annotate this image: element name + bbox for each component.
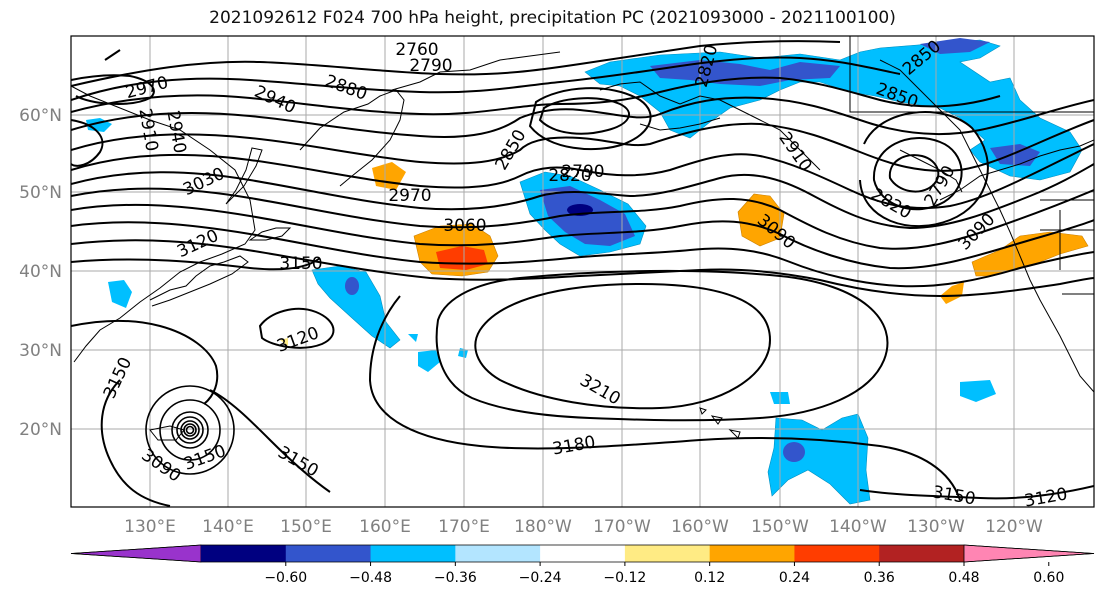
colorbar-tick-label: −0.24 bbox=[519, 570, 562, 586]
colorbar-segment bbox=[370, 545, 456, 562]
lon-label: 150°E bbox=[280, 517, 332, 537]
lat-label: 60°N bbox=[19, 106, 62, 126]
lon-label: 130°E bbox=[124, 517, 176, 537]
colorbar-segment bbox=[285, 545, 372, 562]
colorbar-tick-label: −0.12 bbox=[603, 570, 646, 586]
colorbar-tick-label: 0.24 bbox=[779, 570, 810, 586]
precip-small-sw bbox=[770, 380, 996, 404]
lon-label: 160°E bbox=[359, 517, 411, 537]
colorbar-tick-label: −0.48 bbox=[349, 570, 392, 586]
colorbar-segment bbox=[794, 545, 880, 562]
lon-label: 140°W bbox=[829, 517, 887, 537]
contour-label: 3060 bbox=[443, 216, 486, 236]
precip-orange-d bbox=[940, 282, 964, 304]
colorbar-low-extend bbox=[70, 544, 202, 563]
contour-label: 3120 bbox=[1023, 484, 1069, 511]
precip-yellow-small bbox=[280, 338, 288, 346]
colorbar-segment bbox=[709, 545, 795, 562]
contour-label: 2970 bbox=[388, 186, 431, 206]
precip-center-dark bbox=[540, 186, 635, 246]
colorbar-tick-label: 0.36 bbox=[864, 570, 895, 586]
lon-label: 180°W bbox=[514, 517, 572, 537]
lon-label: 170°E bbox=[438, 517, 490, 537]
longitude-labels: 130°E 140°E 150°E 160°E 170°E 180°W 170°W 160°W… bbox=[124, 517, 1043, 537]
lat-label: 30°N bbox=[19, 341, 62, 361]
lon-label: 130°W bbox=[907, 517, 965, 537]
lat-label: 50°N bbox=[19, 183, 62, 203]
precip-south-hi bbox=[767, 413, 871, 505]
contour-label: 2790 bbox=[561, 162, 604, 182]
lon-label: 120°W bbox=[985, 517, 1043, 537]
height-contours bbox=[71, 40, 1094, 507]
colorbar: −0.60 −0.48 −0.36 −0.24 −0.12 0.12 0.24 0.36 0.4… bbox=[70, 544, 1095, 586]
typhoon-contours bbox=[145, 385, 235, 475]
colorbar-tick-label: 0.60 bbox=[1033, 570, 1064, 586]
precip-dark-north2 bbox=[920, 38, 990, 54]
colorbar-segment bbox=[201, 545, 287, 562]
lon-label: 160°W bbox=[671, 517, 729, 537]
lon-label: 150°W bbox=[751, 517, 809, 537]
colorbar-segment bbox=[540, 545, 626, 562]
precip-small-bits bbox=[408, 334, 468, 372]
colorbar-tick-label: −0.60 bbox=[264, 570, 307, 586]
colorbar-segment bbox=[879, 545, 965, 562]
contour-label: 3150 bbox=[279, 254, 322, 274]
contour-label: 2790 bbox=[409, 56, 452, 76]
precip-small-taiwan bbox=[108, 280, 132, 308]
latitude-labels: 60°N 50°N 40°N 30°N 20°N bbox=[19, 106, 62, 440]
colorbar-tick-label: 0.48 bbox=[948, 570, 979, 586]
lon-label: 140°E bbox=[202, 517, 254, 537]
lat-label: 40°N bbox=[19, 262, 62, 282]
colorbar-tick-label: −0.36 bbox=[434, 570, 477, 586]
map-title: 2021092612 F024 700 hPa height, precipit… bbox=[209, 8, 896, 28]
map-frame bbox=[70, 35, 1095, 508]
contour-label: 2760 bbox=[395, 40, 438, 60]
contour-label: 2820 bbox=[548, 166, 591, 186]
colorbar-tick-label: 0.12 bbox=[694, 570, 725, 586]
lat-label: 20°N bbox=[19, 420, 62, 440]
lon-label: 170°W bbox=[593, 517, 651, 537]
colorbar-segment bbox=[624, 545, 711, 562]
colorbar-high-extend bbox=[963, 544, 1095, 563]
colorbar-segment bbox=[455, 545, 541, 562]
